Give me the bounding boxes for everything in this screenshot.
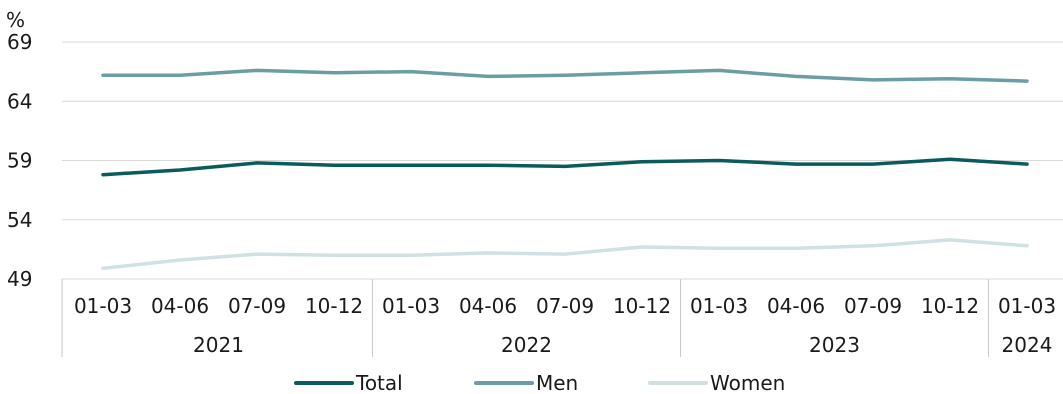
legend-label: Total xyxy=(355,371,403,394)
x-tick-label: 10-12 xyxy=(613,294,671,318)
x-tick-label: 01-03 xyxy=(690,294,748,318)
x-tick-label: 10-12 xyxy=(305,294,363,318)
x-tick-label: 04-06 xyxy=(767,294,825,318)
year-group-label: 2021 xyxy=(193,333,244,357)
year-group-label: 2022 xyxy=(501,333,552,357)
y-tick-label: 69 xyxy=(7,30,32,54)
x-tick-label: 07-09 xyxy=(228,294,286,318)
x-tick-label: 01-03 xyxy=(74,294,132,318)
legend-label: Women xyxy=(710,371,785,394)
series-lines xyxy=(101,68,1029,271)
x-tick-label: 04-06 xyxy=(151,294,209,318)
year-group-label: 2024 xyxy=(1002,333,1053,357)
y-tick-label: 49 xyxy=(7,267,32,291)
series-line-men xyxy=(101,68,1029,83)
y-tick-label: 64 xyxy=(7,89,32,113)
gridlines xyxy=(62,41,1063,280)
x-tick-label: 04-06 xyxy=(459,294,517,318)
x-tick-label: 10-12 xyxy=(921,294,979,318)
x-tick-label: 07-09 xyxy=(844,294,902,318)
y-axis-ticks: 49 54 59 64 69 xyxy=(7,30,32,291)
x-tick-label: 01-03 xyxy=(382,294,440,318)
x-tick-label: 01-03 xyxy=(998,294,1056,318)
x-tick-label: 07-09 xyxy=(536,294,594,318)
y-axis-unit: % xyxy=(6,8,25,32)
y-tick-label: 54 xyxy=(7,208,32,232)
series-line-women xyxy=(101,238,1029,271)
x-axis: 01-03 04-06 07-09 10-12 01-03 04-06 07-09 10-12… xyxy=(61,279,1056,357)
y-tick-label: 59 xyxy=(7,149,32,173)
year-group-label: 2023 xyxy=(809,333,860,357)
legend-label: Men xyxy=(536,371,578,394)
series-line-total xyxy=(101,157,1029,177)
legend: Total Men Women xyxy=(294,371,785,394)
